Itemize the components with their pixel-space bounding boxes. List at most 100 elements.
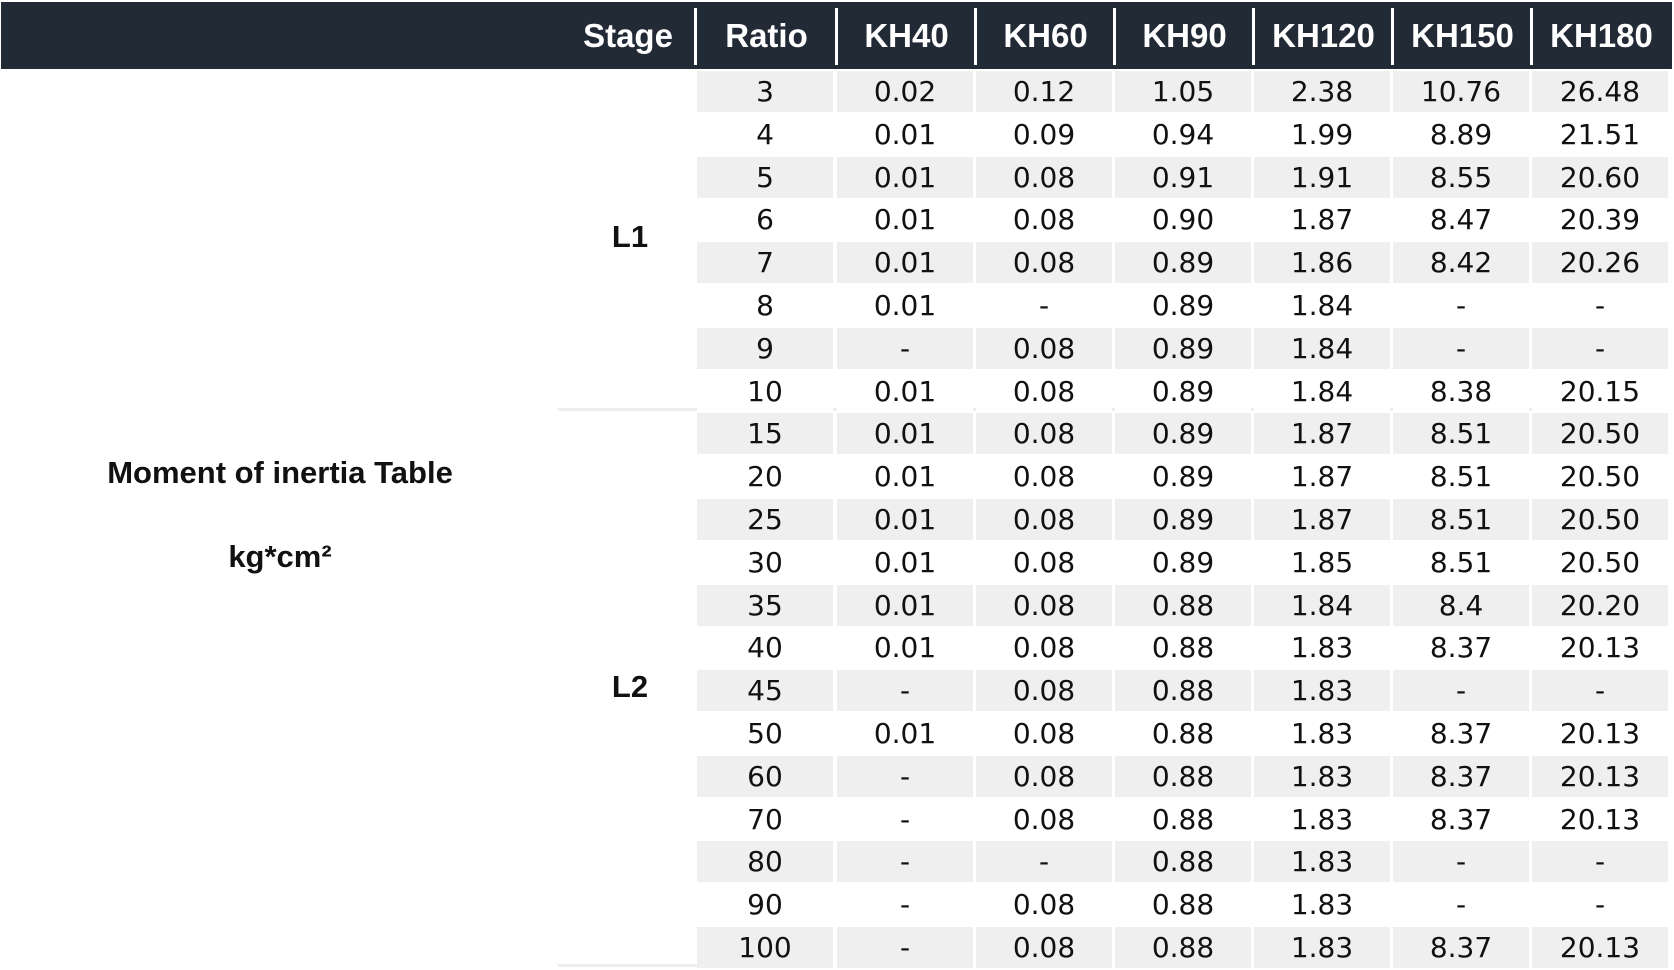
cell-kh180: - — [1532, 670, 1668, 712]
cell-kh180: 20.15 — [1532, 370, 1668, 412]
cell-kh180: 20.13 — [1532, 713, 1668, 754]
table-title: Moment of inertia Table — [107, 455, 453, 490]
cell-kh150: 8.37 — [1393, 627, 1529, 669]
cell-kh60: 0.09 — [976, 113, 1112, 155]
cell-kh90: 0.89 — [1115, 541, 1251, 583]
cell-ratio: 30 — [697, 541, 833, 583]
cell-kh60: 0.08 — [976, 242, 1112, 284]
cell-kh40: 0.01 — [837, 541, 973, 583]
cell-kh40: - — [837, 841, 973, 883]
cell-kh150: - — [1393, 670, 1529, 712]
table-row: 50 0.01 0.08 0.88 1.83 8.37 20.13 — [697, 713, 1668, 756]
table-row: 100-0.08 0.88 1.83 8.37 20.13 — [697, 927, 1668, 970]
cell-kh180: 20.50 — [1532, 499, 1668, 540]
cell-kh40: 0.01 — [837, 156, 973, 198]
cell-kh90: 0.89 — [1115, 242, 1251, 284]
cell-ratio: 70 — [697, 798, 833, 840]
cell-kh90: 0.88 — [1115, 798, 1251, 840]
cell-kh40: 0.01 — [837, 285, 973, 326]
cell-ratio: 35 — [697, 584, 833, 626]
cell-kh120: 2.38 — [1254, 71, 1390, 112]
table-row: 40 0.01 0.08 0.88 1.83 8.37 20.13 — [697, 627, 1668, 670]
table-row: 9-0.08 0.89 1.84- - — [697, 327, 1668, 371]
cell-kh60: - — [976, 841, 1112, 883]
table-row: 30 0.01 0.08 0.89 1.85 8.51 20.50 — [697, 541, 1668, 585]
cell-kh120: 1.99 — [1254, 113, 1390, 155]
cell-ratio: 20 — [697, 456, 833, 498]
cell-kh40: 0.01 — [837, 713, 973, 754]
table-row: 80- -0.88 1.83- - — [697, 841, 1668, 884]
cell-kh120: 1.86 — [1254, 242, 1390, 284]
cell-kh60: 0.08 — [976, 499, 1112, 540]
column-header-ratio: Ratio — [725, 17, 808, 54]
cell-kh180: 20.13 — [1532, 755, 1668, 797]
cell-kh120: 1.84 — [1254, 327, 1390, 369]
cell-kh60: 0.08 — [976, 199, 1112, 241]
cell-kh90: 0.88 — [1115, 884, 1251, 926]
cell-kh90: 0.89 — [1115, 499, 1251, 540]
header-divider — [1113, 8, 1116, 65]
cell-kh40: 0.01 — [837, 627, 973, 669]
cell-kh180: 20.50 — [1532, 413, 1668, 455]
cell-kh40: 0.01 — [837, 413, 973, 455]
cell-kh40: - — [837, 884, 973, 926]
cell-ratio: 10 — [697, 370, 833, 412]
cell-ratio: 4 — [697, 113, 833, 155]
cell-kh120: 1.87 — [1254, 456, 1390, 498]
column-header-kh60: KH60 — [1003, 17, 1088, 54]
cell-kh60: 0.08 — [976, 156, 1112, 198]
cell-kh180: 21.51 — [1532, 113, 1668, 155]
cell-kh180: 20.13 — [1532, 927, 1668, 968]
cell-kh90: 0.88 — [1115, 670, 1251, 712]
cell-kh180: - — [1532, 285, 1668, 326]
cell-ratio: 100 — [697, 927, 833, 968]
cell-kh60: 0.08 — [976, 927, 1112, 968]
cell-kh40: 0.02 — [837, 71, 973, 112]
table-row: 90-0.08 0.88 1.83- - — [697, 884, 1668, 927]
cell-kh60: 0.08 — [976, 670, 1112, 712]
cell-kh120: 1.83 — [1254, 713, 1390, 754]
column-header-stage: Stage — [583, 17, 673, 54]
cell-kh40: - — [837, 927, 973, 968]
cell-kh150: - — [1393, 884, 1529, 926]
cell-kh150: - — [1393, 327, 1529, 369]
cell-ratio: 25 — [697, 499, 833, 540]
cell-ratio: 8 — [697, 285, 833, 326]
cell-kh90: 0.88 — [1115, 927, 1251, 968]
cell-kh180: 20.20 — [1532, 584, 1668, 626]
cell-kh150: 8.38 — [1393, 370, 1529, 412]
cell-kh40: 0.01 — [837, 370, 973, 412]
cell-kh60: 0.08 — [976, 884, 1112, 926]
cell-kh60: 0.08 — [976, 755, 1112, 797]
header-divider — [974, 8, 977, 65]
stage-divider — [558, 964, 698, 967]
table-row: 25 0.01 0.08 0.89 1.87 8.51 20.50 — [697, 499, 1668, 542]
cell-kh120: 1.83 — [1254, 841, 1390, 883]
cell-ratio: 45 — [697, 670, 833, 712]
table-row: 35 0.01 0.08 0.88 1.84 8.4 20.20 — [697, 584, 1668, 628]
table-row: 10 0.01 0.08 0.89 1.84 8.38 20.15 — [697, 370, 1668, 414]
cell-kh150: 8.51 — [1393, 541, 1529, 583]
cell-kh60: - — [976, 285, 1112, 326]
cell-kh180: 20.50 — [1532, 456, 1668, 498]
cell-kh150: 8.47 — [1393, 199, 1529, 241]
table-row: 3 0.02 0.12 1.05 2.38 10.76 26.48 — [697, 71, 1668, 114]
table-row: 7 0.01 0.08 0.89 1.86 8.42 20.26 — [697, 242, 1668, 285]
stage-label-l2: L2 — [611, 669, 649, 704]
cell-kh90: 0.88 — [1115, 755, 1251, 797]
cell-kh90: 0.88 — [1115, 584, 1251, 626]
cell-kh150: 8.37 — [1393, 755, 1529, 797]
stage-label-l1: L1 — [611, 219, 649, 254]
cell-kh90: 0.89 — [1115, 285, 1251, 326]
cell-kh60: 0.08 — [976, 713, 1112, 754]
cell-kh60: 0.08 — [976, 413, 1112, 455]
column-header-kh120: KH120 — [1272, 17, 1375, 54]
cell-kh120: 1.87 — [1254, 199, 1390, 241]
table-unit: kg*cm² — [228, 539, 332, 574]
cell-kh90: 0.91 — [1115, 156, 1251, 198]
cell-kh90: 0.90 — [1115, 199, 1251, 241]
cell-kh60: 0.08 — [976, 456, 1112, 498]
header-divider — [1391, 8, 1394, 65]
cell-kh120: 1.83 — [1254, 798, 1390, 840]
header-divider — [835, 8, 838, 65]
